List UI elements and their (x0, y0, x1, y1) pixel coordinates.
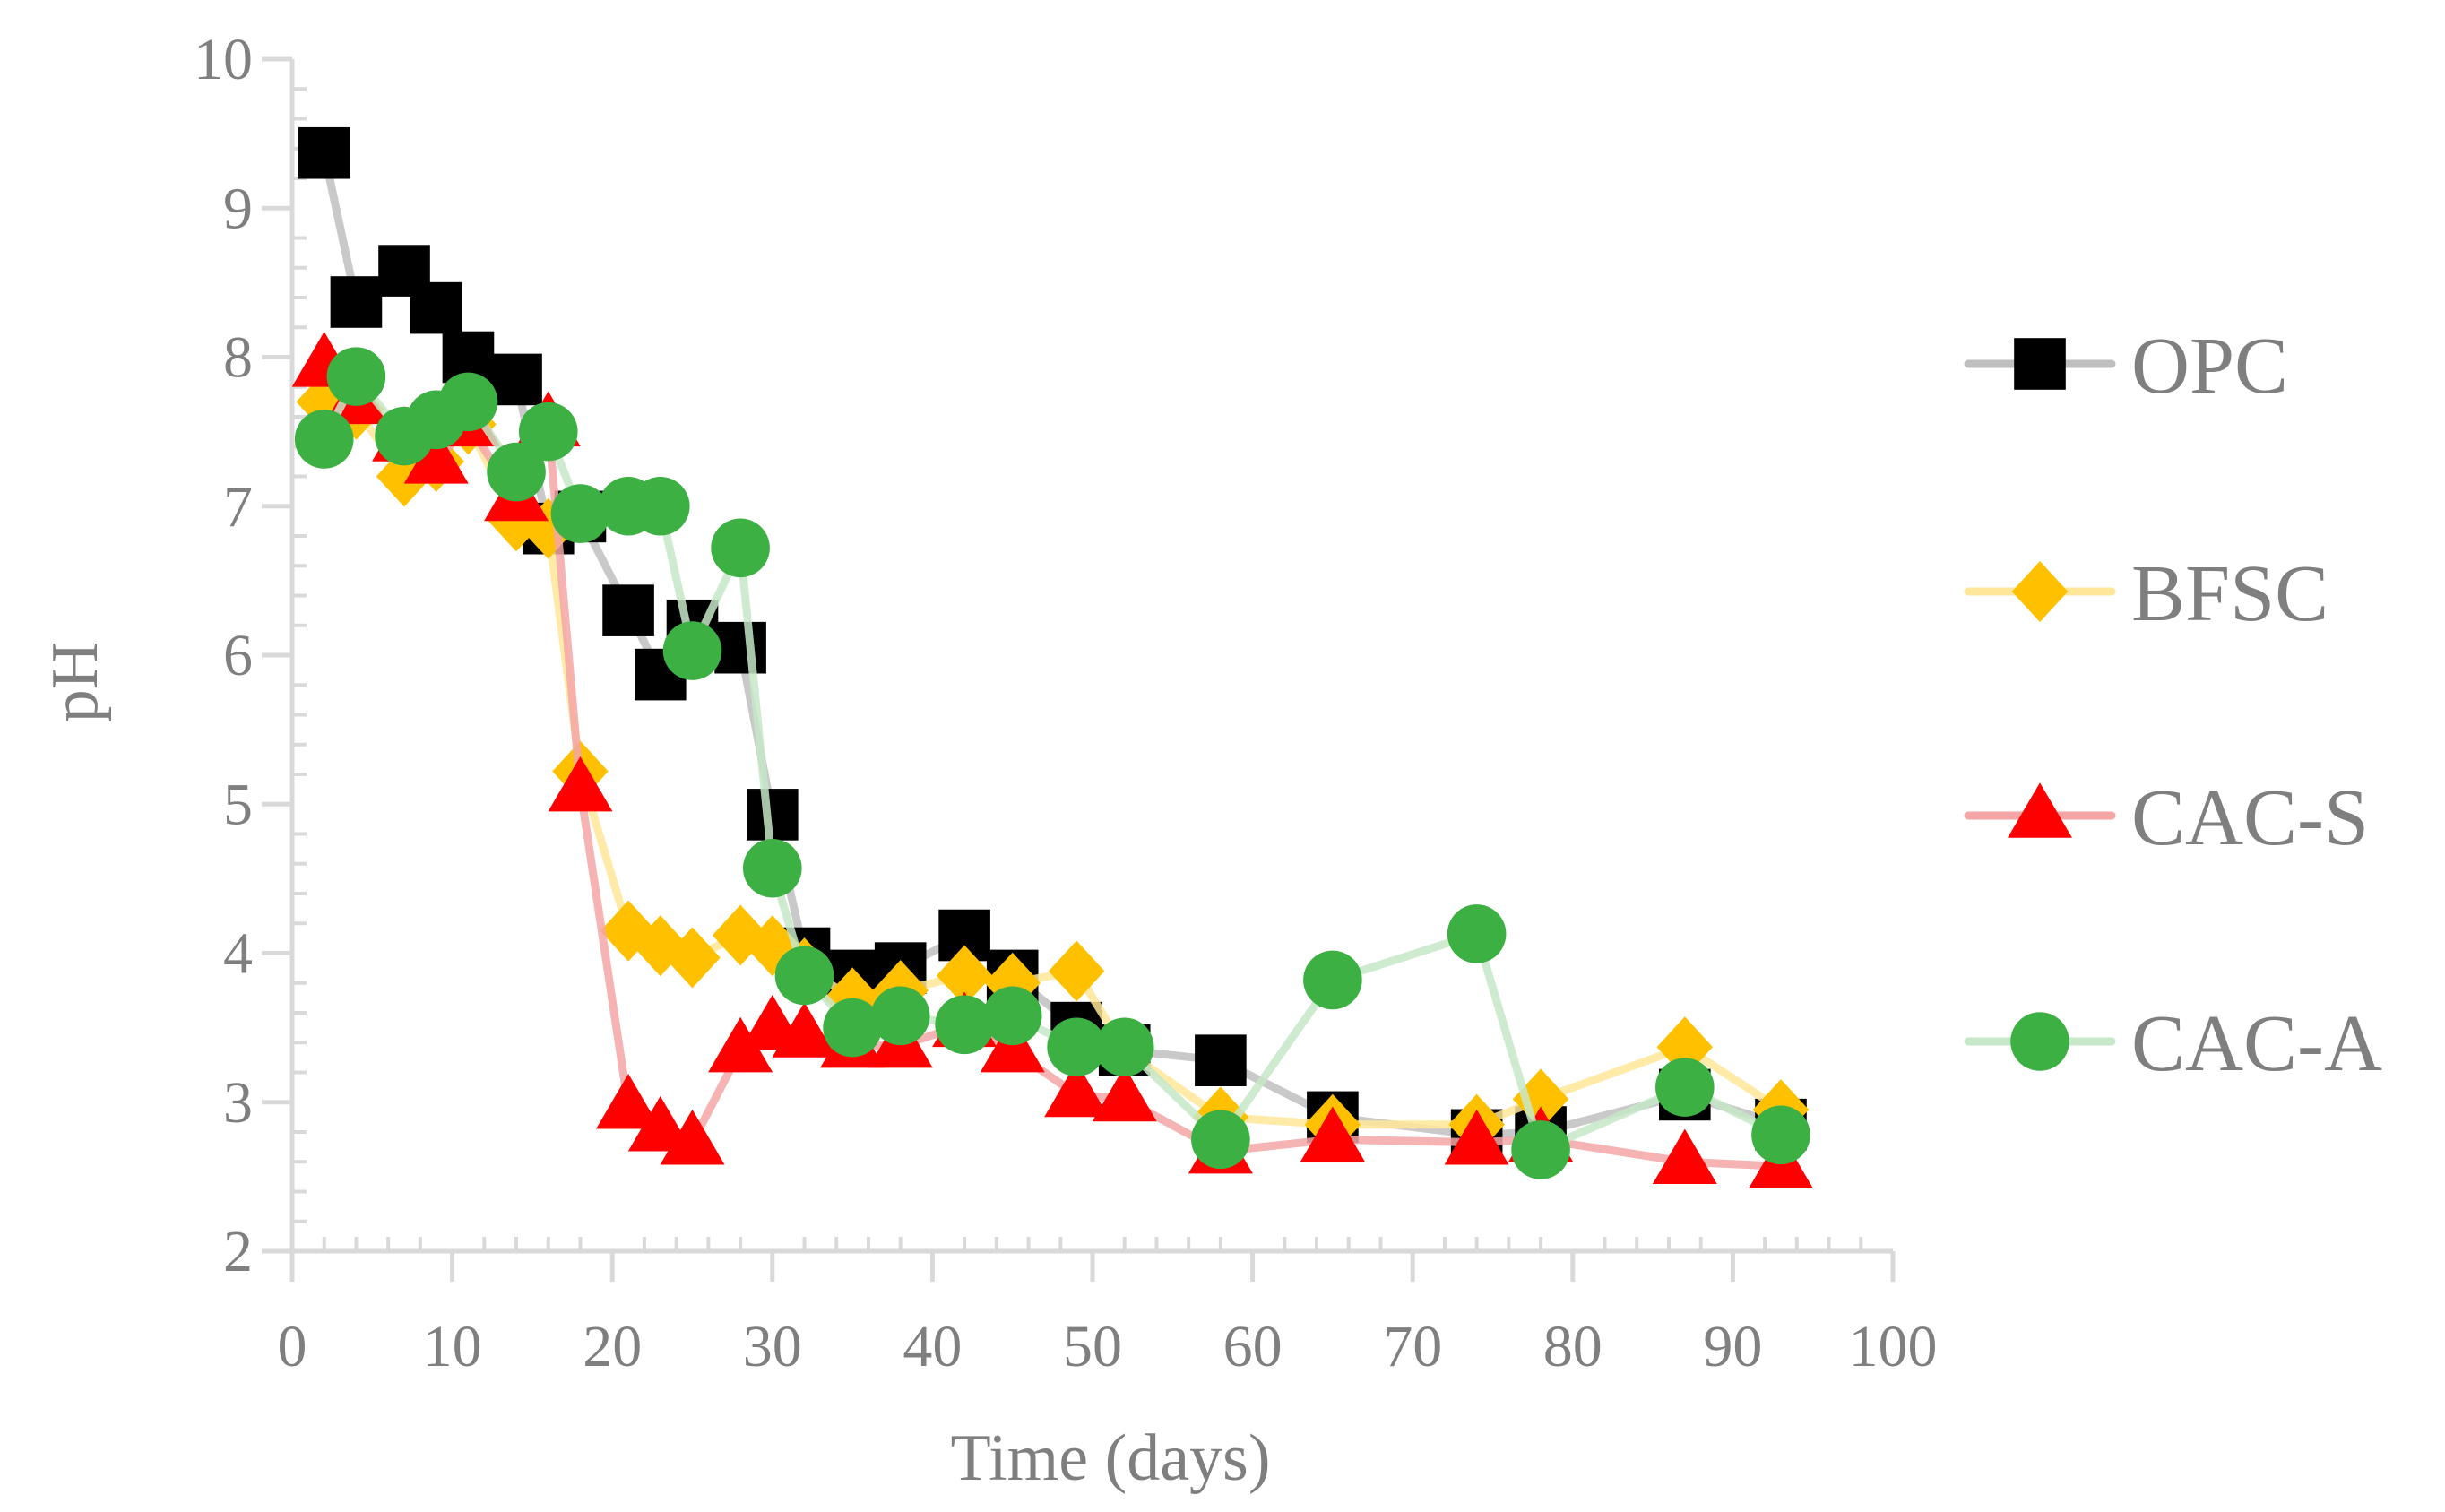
series-layer (291, 126, 1813, 1189)
y-tick-label: 9 (223, 176, 253, 241)
data-point-opc (602, 584, 654, 636)
data-point-cac-a (823, 998, 882, 1058)
data-point-bfsc (936, 945, 993, 1007)
y-tick-label: 5 (223, 772, 253, 837)
legend-label-opc: OPC (2131, 322, 2288, 410)
x-tick-label: 10 (423, 1314, 482, 1379)
data-point-bfsc (744, 915, 800, 977)
x-tick-label: 30 (743, 1314, 802, 1379)
legend-item-cac-s: CAC-S (1964, 773, 2369, 862)
data-point-cac-a (550, 484, 610, 543)
x-tick-label: 20 (583, 1314, 642, 1379)
data-point-bfsc (600, 900, 657, 962)
legend-item-opc: OPC (1964, 322, 2288, 410)
x-tick-label: 90 (1703, 1314, 1762, 1379)
data-point-cac-a (662, 621, 722, 680)
data-point-opc (330, 276, 383, 328)
y-tick-label: 7 (223, 474, 253, 540)
data-point-cac-a (1047, 1017, 1106, 1077)
data-point-cac-a (294, 410, 354, 469)
legend-label-bfsc: BFSC (2131, 549, 2328, 638)
data-point-opc (1195, 1034, 1247, 1086)
data-point-cac-a (326, 347, 386, 406)
data-point-bfsc (712, 904, 769, 966)
data-point-opc (490, 353, 542, 406)
x-tick-label: 50 (1063, 1314, 1122, 1379)
data-point-cac-a (1094, 1017, 1154, 1077)
series-opc (298, 126, 1807, 1162)
data-point-opc (298, 126, 350, 179)
x-tick-label: 70 (1383, 1314, 1442, 1379)
series-cac-a (294, 347, 1810, 1179)
legend-label-cac-s: CAC-S (2131, 773, 2369, 862)
data-point-cac-a (870, 986, 930, 1046)
legend-item-cac-a: CAC-A (1964, 999, 2382, 1088)
y-tick-label: 10 (194, 27, 253, 92)
data-point-cac-s (403, 428, 469, 484)
data-point-cac-s (1300, 1106, 1365, 1162)
data-point-cac-s (772, 1002, 837, 1058)
data-point-cac-a (774, 946, 834, 1006)
data-point-cac-a (1191, 1110, 1250, 1170)
y-tick-label: 6 (223, 623, 253, 688)
data-point-bfsc (664, 927, 721, 989)
x-tick-label: 80 (1543, 1314, 1603, 1379)
x-axis-title: Time (days) (951, 1421, 1271, 1495)
data-point-cac-a (630, 476, 690, 536)
data-point-cac-s (1092, 1066, 1157, 1122)
data-point-cac-s (1652, 1128, 1717, 1185)
data-point-cac-a (1511, 1120, 1570, 1179)
data-point-opc (410, 281, 462, 334)
legend-marker-bfsc (2011, 561, 2069, 622)
legend-item-bfsc: BFSC (1964, 549, 2328, 638)
data-point-cac-a (438, 372, 498, 432)
x-tick-label: 40 (903, 1314, 962, 1379)
x-tick-label: 100 (1849, 1314, 1938, 1379)
data-point-cac-a (1655, 1058, 1715, 1117)
series-line-opc (320, 151, 1783, 1139)
data-point-cac-a (1447, 904, 1507, 963)
data-point-cac-a (1751, 1105, 1810, 1165)
legend-marker-opc (2014, 338, 2066, 390)
data-point-cac-a (711, 518, 770, 578)
data-point-cac-s (1044, 1061, 1110, 1118)
data-point-cac-s (660, 1109, 725, 1165)
x-tick-label: 60 (1223, 1314, 1283, 1379)
data-point-cac-s (596, 1073, 661, 1129)
data-point-cac-a (487, 442, 546, 502)
data-point-cac-a (1303, 950, 1362, 1010)
data-point-bfsc (1048, 940, 1105, 1002)
legend: OPC BFSC CAC-S CAC-A (1964, 322, 2382, 1088)
data-point-cac-s (708, 1016, 773, 1073)
data-point-cac-a (935, 995, 994, 1055)
data-point-cac-a (982, 986, 1042, 1046)
y-tick-label: 3 (223, 1070, 253, 1136)
legend-label-cac-a: CAC-A (2131, 999, 2382, 1088)
y-tick-label: 8 (223, 325, 253, 391)
y-tick-label: 2 (223, 1219, 253, 1284)
legend-marker-cac-a (2010, 1012, 2069, 1071)
data-point-cac-s (548, 756, 613, 812)
legend-marker-cac-s (2008, 782, 2072, 838)
y-axis-title: pH (39, 642, 112, 722)
data-point-cac-s (1444, 1109, 1509, 1165)
data-point-cac-a (743, 838, 802, 898)
data-point-opc (714, 621, 766, 674)
x-tick-label: 0 (278, 1314, 307, 1379)
y-tick-label: 4 (223, 921, 253, 987)
data-point-cac-a (518, 402, 578, 462)
